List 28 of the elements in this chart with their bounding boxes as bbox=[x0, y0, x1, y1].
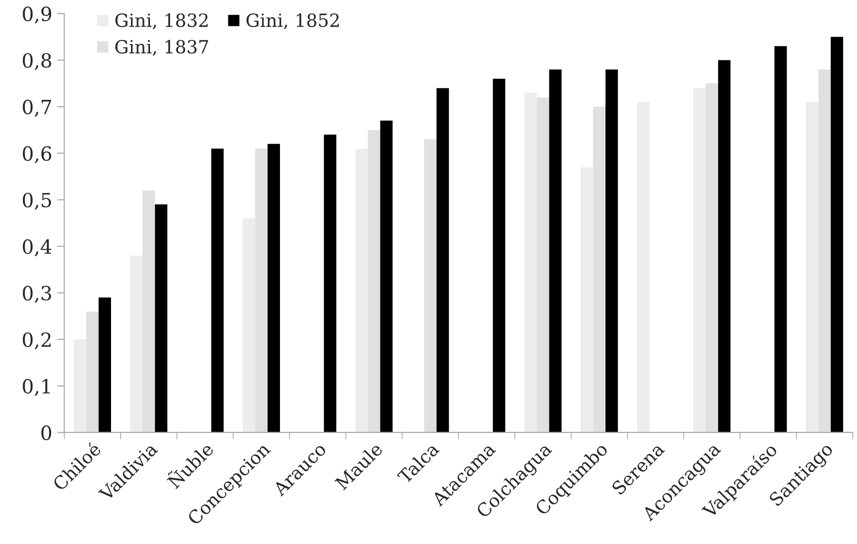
legend-label: Gini, 1832 bbox=[115, 13, 208, 30]
bar bbox=[830, 36, 844, 432]
bar bbox=[492, 78, 506, 432]
y-tick-label: 0,9 bbox=[22, 6, 52, 24]
legend-label: Gini, 1852 bbox=[246, 13, 339, 30]
bar bbox=[424, 139, 437, 432]
bar bbox=[380, 120, 393, 432]
y-tick-label: 0,7 bbox=[22, 100, 52, 117]
bar bbox=[98, 298, 112, 432]
bar bbox=[154, 204, 168, 432]
bar bbox=[774, 46, 787, 432]
bar bbox=[637, 102, 650, 432]
y-tick-label: 0,4 bbox=[22, 239, 52, 256]
y-tick-label: 0,2 bbox=[22, 332, 51, 350]
legend-label: Gini, 1837 bbox=[115, 40, 208, 56]
bar bbox=[211, 148, 224, 432]
bar bbox=[268, 144, 280, 432]
y-tick-label: 0 bbox=[41, 425, 52, 440]
y-tick-label: 0,5 bbox=[22, 192, 51, 210]
bar bbox=[324, 134, 336, 432]
y-tick-label: 0,3 bbox=[22, 286, 52, 303]
y-tick-label: 0,8 bbox=[22, 53, 52, 70]
bar bbox=[436, 88, 449, 432]
y-tick-label: 0,1 bbox=[22, 378, 50, 396]
bar bbox=[605, 69, 618, 432]
bar bbox=[718, 60, 731, 432]
y-tick-label: 0,6 bbox=[22, 146, 52, 164]
bar bbox=[549, 69, 562, 432]
